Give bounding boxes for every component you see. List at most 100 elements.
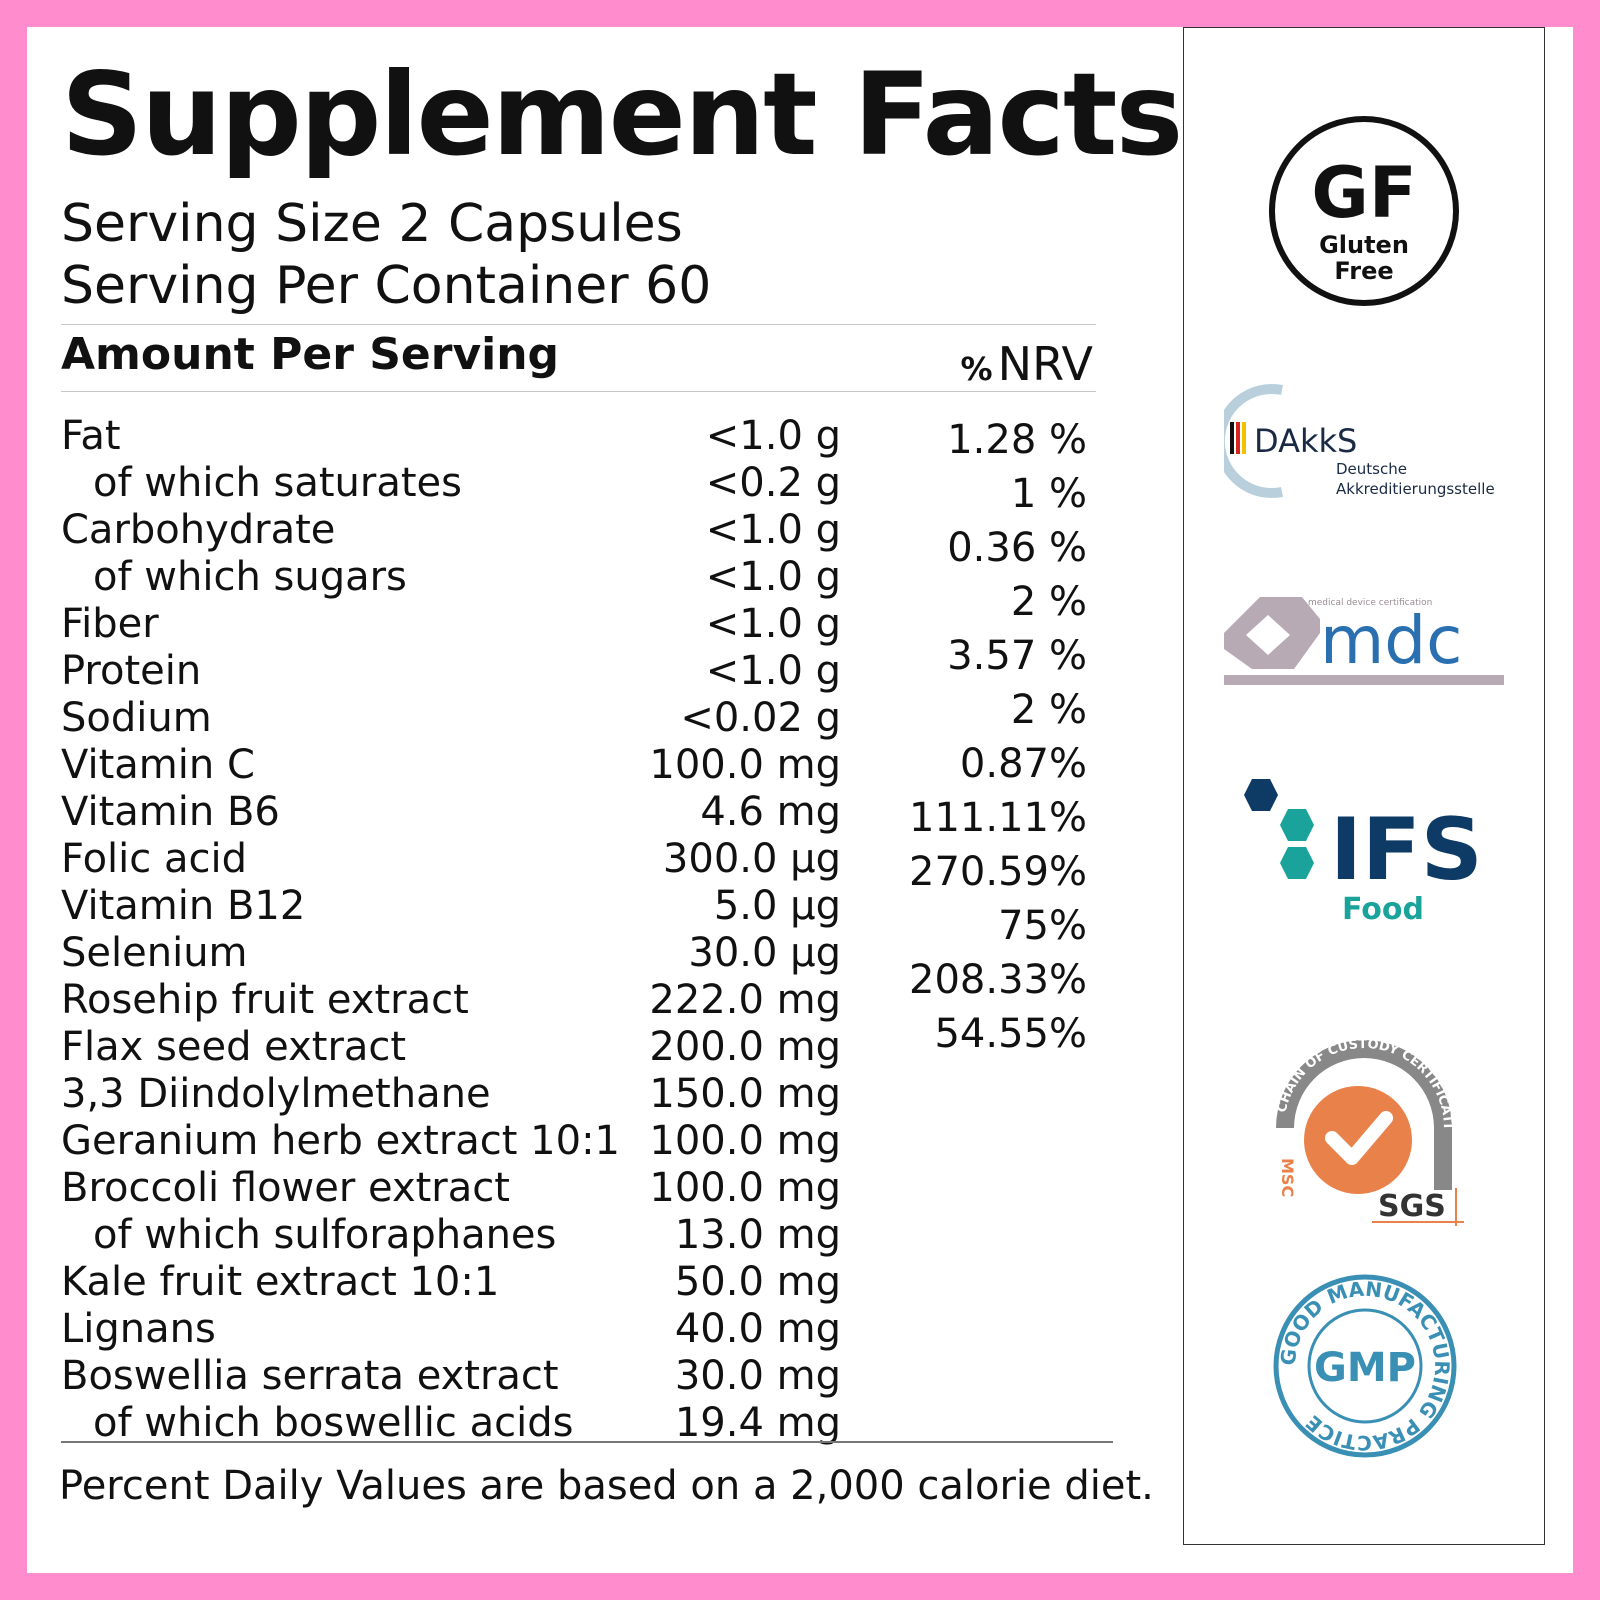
nutrient-name: Carbohydrate: [61, 507, 336, 553]
nutrient-amount: <1.0 g: [705, 554, 841, 600]
nutrient-amount: <1.0 g: [705, 413, 841, 459]
nutrient-amount: 40.0 mg: [674, 1306, 841, 1352]
sgs-msc-logo: CHAIN OF CUSTODY CERTIFICATION MSC SGS: [1248, 1007, 1474, 1232]
nutrient-amount: <1.0 g: [705, 648, 841, 694]
nutrient-amount: 100.0 mg: [649, 1118, 841, 1164]
nutrient-name: Broccoli flower extract: [61, 1165, 510, 1211]
nutrient-name: Vitamin B12: [61, 883, 306, 929]
gmp-name: GMP: [1314, 1345, 1416, 1391]
nutrient-row: 3,3 Diindolylmethane 150.0 mg: [61, 1071, 841, 1118]
nrv-column: 1.28 % 1 % 0.36 % 2 % 3.57 % 2 % 0.87% 111.11% 2…: [847, 413, 1087, 1061]
nutrient-amount: 100.0 mg: [649, 1165, 841, 1211]
sgs-side-text: MSC: [1278, 1158, 1297, 1197]
nutrient-name: Fat: [61, 413, 121, 459]
nutrient-row: Rosehip fruit extract 222.0 mg: [61, 977, 841, 1024]
nutrient-row: Folic acid 300.0 µg: [61, 836, 841, 883]
nutrient-amount: <0.2 g: [705, 460, 841, 506]
gmp-logo: GOOD MANUFACTURING PRACTICE GMP: [1272, 1273, 1458, 1463]
nrv-value: 208.33%: [909, 957, 1087, 1003]
nutrient-name: Boswellia serrata extract: [61, 1353, 559, 1399]
nutrient-name: Fiber: [61, 601, 159, 647]
gluten-free-logo: GF Gluten Free: [1266, 113, 1462, 313]
footnote: Percent Daily Values are based on a 2,00…: [59, 1463, 1154, 1509]
nutrient-name: Rosehip fruit extract: [61, 977, 469, 1023]
amount-per-serving-header: Amount Per Serving: [61, 329, 560, 380]
dakks-logo: DAkkS Deutsche Akkreditierungsstelle: [1214, 380, 1514, 504]
nrv-value: 270.59%: [909, 849, 1087, 895]
nutrient-row: Selenium 30.0 µg: [61, 930, 841, 977]
nutrient-row: Flax seed extract 200.0 mg: [61, 1024, 841, 1071]
nutrient-name: of which boswellic acids: [93, 1400, 574, 1446]
nutrient-row: Geranium herb extract 10:1 100.0 mg: [61, 1118, 841, 1165]
nutrient-name: of which saturates: [93, 460, 462, 506]
nutrient-amount: 200.0 mg: [649, 1024, 841, 1070]
nutrient-amount: 50.0 mg: [674, 1259, 841, 1305]
ifs-name: IFS: [1330, 800, 1483, 900]
nrv-label: NRV: [997, 337, 1093, 391]
gf-line2: Free: [1334, 257, 1393, 285]
divider-top: [61, 324, 1096, 325]
dakks-line1: Deutsche: [1336, 460, 1407, 478]
nutrient-row: of which saturates <0.2 g: [61, 460, 841, 507]
nutrient-name: Vitamin B6: [61, 789, 280, 835]
nrv-value: 75%: [998, 903, 1087, 949]
nutrient-amount: 4.6 mg: [700, 789, 841, 835]
nutrient-amount: 150.0 mg: [649, 1071, 841, 1117]
nutrient-name: Kale fruit extract 10:1: [61, 1259, 500, 1305]
nutrient-row: Fiber <1.0 g: [61, 601, 841, 648]
nutrient-table: Fat <1.0 g of which saturates <0.2 g Carbohy…: [61, 413, 841, 1447]
nrv-value: 1 %: [1010, 471, 1087, 517]
nutrient-name: Lignans: [61, 1306, 216, 1352]
gf-mark: GF: [1311, 152, 1416, 234]
gf-line1: Gluten: [1319, 231, 1409, 259]
nutrient-row: Vitamin B6 4.6 mg: [61, 789, 841, 836]
nutrient-row: of which sugars <1.0 g: [61, 554, 841, 601]
nutrient-name: of which sulforaphanes: [93, 1212, 557, 1258]
nrv-value: 2 %: [1010, 687, 1087, 733]
nutrient-row: Sodium <0.02 g: [61, 695, 841, 742]
nrv-value: 3.57 %: [947, 633, 1087, 679]
nutrient-name: Flax seed extract: [61, 1024, 407, 1070]
nrv-value: 1.28 %: [947, 417, 1087, 463]
nutrient-name: of which sugars: [93, 554, 407, 600]
divider-bottom: [61, 1441, 1113, 1443]
nutrient-row: Lignans 40.0 mg: [61, 1306, 841, 1353]
nutrient-amount: <1.0 g: [705, 601, 841, 647]
nutrient-row: Fat <1.0 g: [61, 413, 841, 460]
serving-size: Serving Size 2 Capsules: [61, 194, 683, 254]
nutrient-amount: 100.0 mg: [649, 742, 841, 788]
nutrient-row: Vitamin B12 5.0 µg: [61, 883, 841, 930]
nutrient-name: Protein: [61, 648, 202, 694]
dakks-line2: Akkreditierungsstelle: [1336, 480, 1495, 498]
nrv-percent-sign: %: [960, 350, 993, 388]
nutrient-name: Vitamin C: [61, 742, 255, 788]
mdc-logo: medical device certification mdc: [1224, 593, 1514, 697]
nutrient-row: of which boswellic acids 19.4 mg: [61, 1400, 841, 1447]
dakks-name: DAkkS: [1254, 422, 1357, 460]
sgs-name: SGS: [1378, 1189, 1446, 1224]
nutrient-row: Vitamin C 100.0 mg: [61, 742, 841, 789]
ifs-food-logo: IFS Food: [1232, 773, 1512, 937]
certifications-sidebar: GF Gluten Free DAkkS Deutsche Akkreditie…: [1183, 27, 1545, 1545]
nutrient-amount: 13.0 mg: [674, 1212, 841, 1258]
nutrient-row: of which sulforaphanes 13.0 mg: [61, 1212, 841, 1259]
nutrient-row: Boswellia serrata extract 30.0 mg: [61, 1353, 841, 1400]
nutrient-row: Kale fruit extract 10:1 50.0 mg: [61, 1259, 841, 1306]
nutrient-name: Sodium: [61, 695, 212, 741]
servings-per-container: Serving Per Container 60: [61, 256, 712, 316]
nutrient-amount: 30.0 µg: [688, 930, 841, 976]
nutrient-name: Geranium herb extract 10:1: [61, 1118, 621, 1164]
mdc-name: mdc: [1320, 602, 1462, 679]
nutrient-amount: 30.0 mg: [674, 1353, 841, 1399]
nutrient-amount: <1.0 g: [705, 507, 841, 553]
nutrient-row: Broccoli flower extract 100.0 mg: [61, 1165, 841, 1212]
nrv-value: 54.55%: [934, 1011, 1087, 1057]
nutrient-row: Carbohydrate <1.0 g: [61, 507, 841, 554]
nrv-header: % NRV: [961, 337, 1093, 391]
nrv-value: 111.11%: [909, 795, 1087, 841]
page-title: Supplement Facts: [61, 48, 1183, 181]
nutrient-name: Selenium: [61, 930, 248, 976]
nrv-value: 0.36 %: [947, 525, 1087, 571]
nrv-value: 0.87%: [959, 741, 1087, 787]
nutrient-name: 3,3 Diindolylmethane: [61, 1071, 491, 1117]
